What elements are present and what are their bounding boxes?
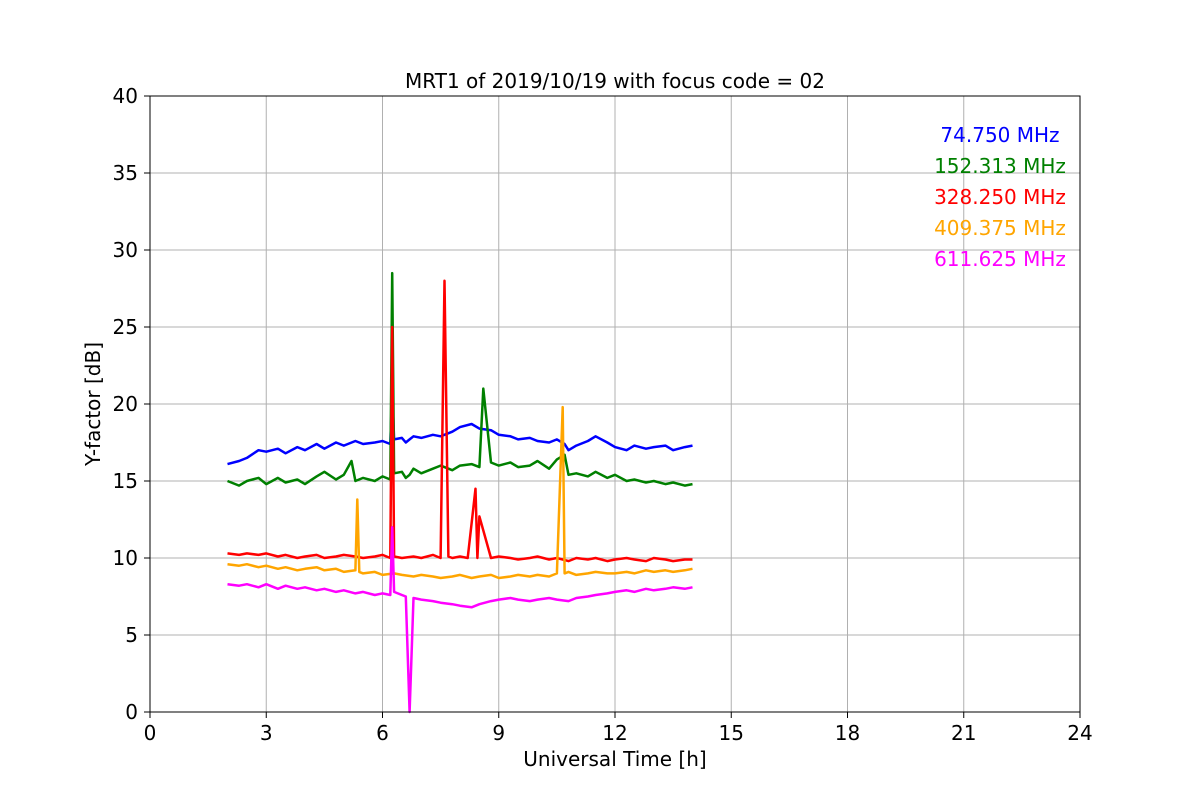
x-tick-label: 18 xyxy=(835,721,860,745)
x-tick-label: 21 xyxy=(951,721,976,745)
y-tick-label: 25 xyxy=(113,315,138,339)
legend-entry: 409.375 MHz xyxy=(934,216,1066,240)
legend-entry: 152.313 MHz xyxy=(934,154,1066,178)
y-tick-label: 35 xyxy=(113,161,138,185)
axis-ticks: 0 3 6 9 12 15 18 21 24 0 5 10 15 20 25 30 35 40 xyxy=(113,84,1093,745)
y-tick-label: 0 xyxy=(125,700,138,724)
x-tick-label: 12 xyxy=(602,721,627,745)
y-tick-label: 10 xyxy=(113,546,138,570)
x-tick-label: 24 xyxy=(1067,721,1092,745)
legend: 74.750 MHz 152.313 MHz 328.250 MHz 409.375 … xyxy=(934,123,1066,271)
y-tick-label: 5 xyxy=(125,623,138,647)
series-line-5 xyxy=(227,525,693,714)
series-line-4 xyxy=(227,405,693,580)
y-tick-label: 15 xyxy=(113,469,138,493)
legend-entry: 611.625 MHz xyxy=(934,247,1066,271)
y-tick-label: 20 xyxy=(113,392,138,416)
legend-entry: 74.750 MHz xyxy=(940,123,1059,147)
series-line-3 xyxy=(227,279,693,563)
y-axis-label: Y-factor [dB] xyxy=(81,342,105,467)
legend-entry: 328.250 MHz xyxy=(934,185,1066,209)
y-tick-label: 30 xyxy=(113,238,138,262)
x-tick-label: 3 xyxy=(260,721,273,745)
x-axis-label: Universal Time [h] xyxy=(523,747,706,771)
x-tick-label: 6 xyxy=(376,721,389,745)
x-tick-label: 15 xyxy=(719,721,744,745)
chart-title: MRT1 of 2019/10/19 with focus code = 02 xyxy=(405,69,825,93)
y-tick-label: 40 xyxy=(113,84,138,108)
series-group xyxy=(227,271,693,714)
x-tick-label: 9 xyxy=(492,721,505,745)
x-tick-label: 0 xyxy=(144,721,157,745)
